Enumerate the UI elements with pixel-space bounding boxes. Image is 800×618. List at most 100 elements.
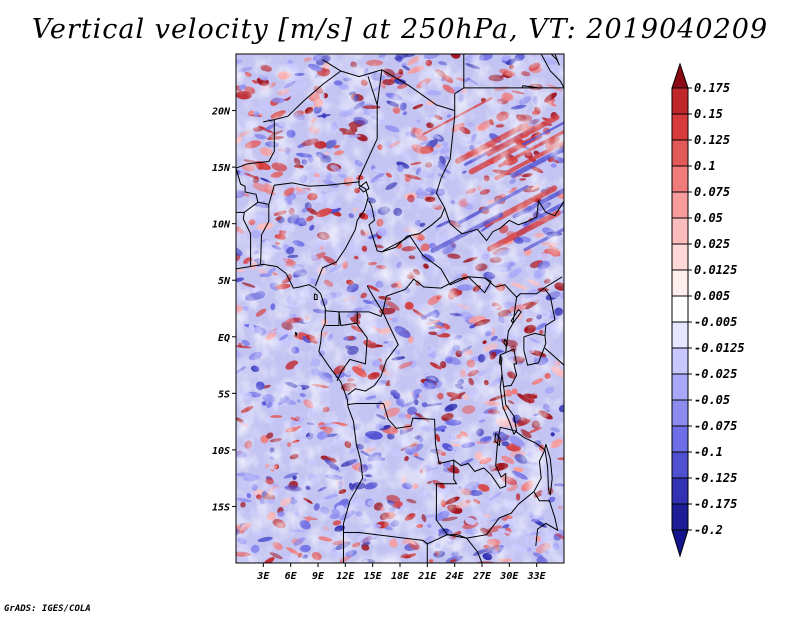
lake-mweru [494, 432, 501, 447]
lon-tick-label: 24E [445, 571, 465, 582]
lon-tick-label: 12E [336, 571, 355, 582]
colorbar-label: -0.075 [694, 419, 737, 433]
lon-tick-label: 6E [285, 571, 298, 582]
colorbar-label: -0.175 [694, 497, 737, 511]
border-ghana [236, 201, 259, 213]
lon-tick-label: 30E [499, 571, 519, 582]
velocity-field [236, 54, 564, 563]
border-gabon-congo [325, 311, 368, 382]
colorbar-label: 0.15 [694, 107, 723, 121]
colorbar-segment [671, 243, 689, 271]
colorbar-segment [671, 425, 689, 453]
border-chad-niger-north [376, 69, 383, 105]
border-algeria-niger [263, 70, 342, 123]
colorbar-label: 0.1 [694, 159, 716, 173]
island-saotome [294, 331, 298, 338]
border-car-drc [381, 235, 563, 298]
colorbar-label: 0.025 [694, 237, 730, 251]
border-niger-chad [358, 76, 378, 190]
border-moz-malawi [533, 491, 559, 547]
colorbar-label: -0.025 [694, 367, 737, 381]
colorbar-label: -0.0125 [694, 341, 745, 355]
lon-tick-label: 9E [312, 571, 325, 582]
coast-red-sea [540, 54, 564, 89]
colorbar-segment [671, 347, 689, 375]
coast-red-sea-2 [550, 54, 560, 66]
colorbar-label: -0.05 [694, 393, 730, 407]
border-niger-nigeria [268, 181, 360, 205]
border-sudan-south [467, 276, 492, 294]
lake-victoria [523, 332, 547, 366]
lon-tick-label: 15E [364, 571, 383, 582]
colorbar-label: 0.05 [694, 211, 723, 225]
lat-tick-label: 15S [212, 502, 230, 513]
colorbar-segment [671, 451, 689, 479]
field-texture [236, 54, 564, 563]
grads-credit: GrADS: IGES/COLA [4, 604, 91, 614]
colorbar-label: 0.125 [694, 133, 730, 147]
colorbar-segment [671, 269, 689, 297]
coastline-west [236, 263, 364, 563]
border-nigeria-benin [260, 204, 270, 265]
lake-malawi [544, 444, 553, 496]
lake-tanganyika [499, 374, 518, 436]
colorbar-segment [671, 295, 689, 323]
island-bioko [313, 293, 318, 300]
border-cameroon-south [325, 310, 384, 318]
border-drc-zambia [453, 426, 515, 489]
border-chad-east [368, 110, 456, 253]
colorbar-segment [671, 373, 689, 401]
colorbar-label: 0.175 [694, 81, 730, 95]
border-benin-niger [257, 201, 269, 205]
border-zimbabwe [466, 537, 483, 563]
lon-tick-label: 21E [417, 571, 437, 582]
border-mali-niger [236, 119, 275, 169]
border-botswana-namibia [422, 540, 428, 563]
colorbar-label: 0.0125 [694, 263, 737, 277]
chart-title: Vertical velocity [m/s] at 250hPa, VT: 2… [31, 14, 769, 45]
colorbar-label: -0.125 [694, 471, 737, 485]
colorbar-segment [671, 87, 689, 115]
lat-tick-label: 10N [212, 220, 231, 231]
border-car-drc-south [366, 276, 469, 314]
colorbar-segment [671, 165, 689, 193]
colorbar-segment [671, 139, 689, 167]
colorbar-segment [671, 191, 689, 219]
border-sudan-car [444, 199, 564, 242]
lat-tick-label: 10S [212, 446, 230, 457]
colorbar-label: -0.2 [694, 523, 723, 537]
border-congo-drc [347, 311, 399, 395]
lon-tick-label: 18E [391, 571, 410, 582]
colorbar-segment [671, 503, 689, 531]
border-rwanda-burundi [503, 348, 518, 387]
lat-tick-label: 20N [211, 107, 231, 118]
lon-tick-label: 3E [256, 571, 270, 582]
colorbar-segment [671, 477, 689, 505]
border-togo-benin [242, 212, 252, 267]
colorbar-label: 0.005 [694, 289, 730, 303]
colorbar-label: 0.075 [694, 185, 730, 199]
lon-tick-label: 27E [472, 571, 492, 582]
colorbar-segment [671, 113, 689, 141]
border-sudan-egypt-bump [521, 85, 539, 89]
border-libya [322, 54, 465, 112]
border-east-africa [544, 288, 556, 336]
lon-tick-label: 33E [527, 571, 547, 582]
colorbar-segment [671, 399, 689, 427]
border-uganda-drc [499, 293, 521, 375]
colorbar-top-arrow [671, 62, 689, 89]
border-namibia-zambia [447, 534, 467, 539]
colorbar-label: -0.005 [694, 315, 737, 329]
lat-tick-label: 5N [218, 276, 231, 287]
colorbar-segment [671, 321, 689, 349]
colorbar-bottom-arrow [671, 529, 689, 558]
colorbar-segment [671, 217, 689, 245]
country-borders [236, 54, 564, 563]
colorbar-label: -0.1 [694, 445, 723, 459]
border-tanzania [544, 347, 564, 366]
lat-tick-label: EQ [218, 333, 230, 344]
lat-tick-label: 15N [212, 163, 231, 174]
border-burkina-niger [236, 168, 259, 203]
